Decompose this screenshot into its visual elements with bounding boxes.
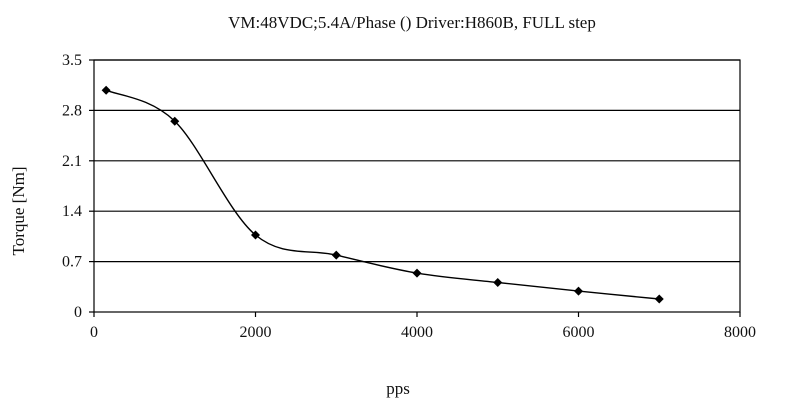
y-axis-label: Torque [Nm]	[9, 167, 28, 256]
data-point-marker	[654, 294, 664, 304]
y-tick-label: 2.1	[62, 153, 82, 170]
x-tick-label: 6000	[563, 324, 595, 341]
chart-title: VM:48VDC;5.4A/Phase () Driver:H860B, FUL…	[228, 13, 596, 32]
torque-curve	[105, 89, 660, 300]
y-axis-ticks: 0 0.7 1.4 2.1 2.8 3.5	[62, 52, 94, 321]
x-axis-ticks: 0 2000 4000 6000 8000	[90, 312, 756, 341]
data-point-marker	[101, 85, 111, 95]
y-tick-label: 2.8	[62, 102, 82, 119]
x-axis-label: pps	[386, 379, 410, 398]
x-tick-label: 8000	[724, 324, 756, 341]
data-point-marker	[331, 250, 341, 260]
data-point-marker	[574, 286, 583, 296]
data-point-marker	[251, 230, 260, 240]
y-tick-label: 1.4	[62, 203, 82, 220]
x-tick-label: 4000	[401, 324, 433, 341]
data-point-marker	[170, 116, 180, 126]
y-tick-label: 0	[74, 304, 82, 321]
data-point-marker	[493, 277, 503, 287]
data-point-marker	[412, 268, 422, 278]
data-points	[101, 85, 664, 304]
grid-lines	[94, 59, 740, 263]
y-tick-label: 3.5	[62, 52, 82, 69]
y-tick-label: 0.7	[62, 254, 82, 271]
x-tick-label: 0	[90, 324, 98, 341]
x-tick-label: 2000	[240, 324, 272, 341]
